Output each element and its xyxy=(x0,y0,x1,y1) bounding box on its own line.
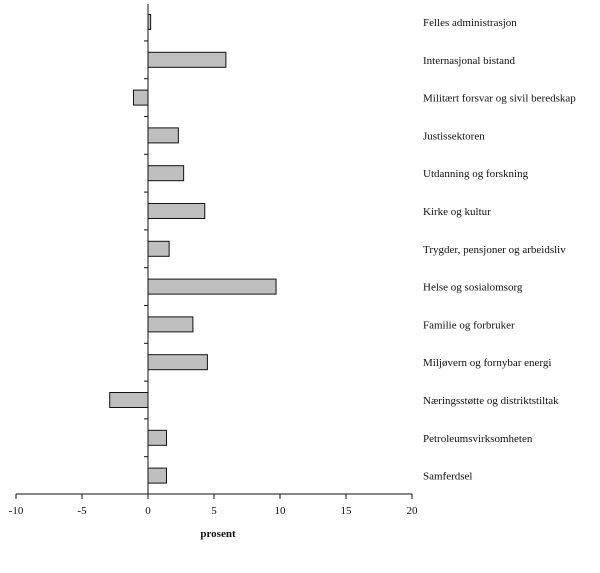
category-labels: Felles administrasjon Internasjonal bista… xyxy=(423,17,576,483)
category-label: Helse og sosialomsorg xyxy=(423,282,523,294)
category-label: Utdanning og forskning xyxy=(423,168,529,180)
x-tick-label: -10 xyxy=(9,505,24,517)
bar xyxy=(148,204,205,219)
category-label: Samferdsel xyxy=(423,471,472,483)
category-label: Kirke og kultur xyxy=(423,206,491,218)
x-tick-label: 15 xyxy=(341,505,353,517)
bar xyxy=(148,317,193,332)
x-axis-title: prosent xyxy=(200,528,236,540)
x-tick-label: 0 xyxy=(145,505,151,517)
bar-chart: -10 -5 0 5 10 15 20 Felles administrasjon Inter… xyxy=(0,0,600,573)
category-label: Familie og forbruker xyxy=(423,319,515,331)
x-tick-label: 20 xyxy=(407,505,419,517)
category-label: Trygder, pensjoner og arbeidsliv xyxy=(423,244,566,256)
bar xyxy=(148,52,226,67)
category-label: Felles administrasjon xyxy=(423,17,517,29)
chart-root: -10 -5 0 5 10 15 20 Felles administrasjon Inter… xyxy=(0,0,600,573)
x-tick-label: 5 xyxy=(211,505,217,517)
bars-layer xyxy=(110,15,276,484)
category-label: Internasjonal bistand xyxy=(423,55,515,67)
category-label: Justissektoren xyxy=(423,130,485,142)
category-label: Miljøvern og fornybar energi xyxy=(423,357,551,369)
axis-layer: -10 -5 0 5 10 15 20 xyxy=(9,4,418,517)
category-label: Næringsstøtte og distriktstiltak xyxy=(423,395,559,407)
bar xyxy=(148,128,178,143)
bar xyxy=(148,468,166,483)
bar xyxy=(148,430,166,445)
x-tick-label: 10 xyxy=(275,505,287,517)
bar xyxy=(148,241,169,256)
category-label: Petroleumsvirksomheten xyxy=(423,433,533,445)
bar xyxy=(148,166,184,181)
bar xyxy=(133,90,148,105)
category-label: Militært forsvar og sivil beredskap xyxy=(423,93,576,105)
bar xyxy=(148,279,276,294)
bar xyxy=(110,393,148,408)
bar xyxy=(148,355,207,370)
x-tick-label: -5 xyxy=(77,505,87,517)
